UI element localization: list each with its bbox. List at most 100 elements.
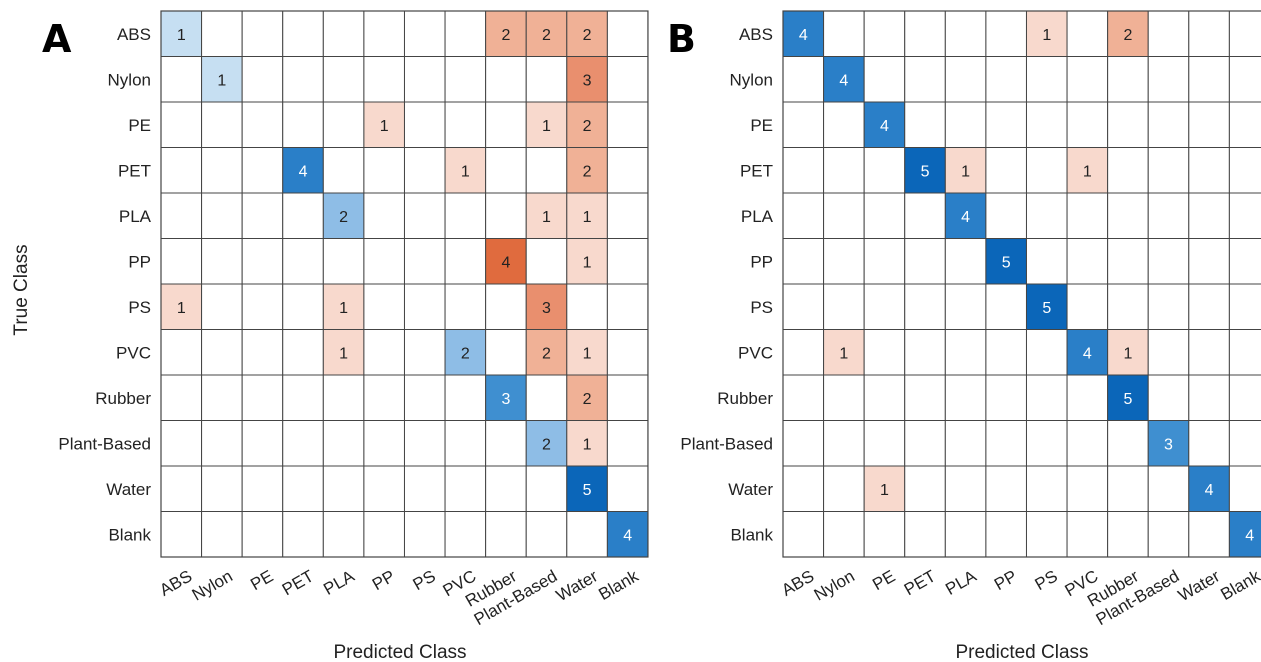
heatmap-cell	[863, 10, 906, 57]
heatmap-cell	[403, 329, 446, 376]
heatmap-cell	[282, 192, 324, 239]
heatmap-cell	[322, 10, 365, 57]
heatmap-cell	[1147, 56, 1190, 103]
heatmap-cell	[485, 329, 527, 376]
y-tick-label: PVC	[116, 343, 151, 362]
heatmap-cell	[1228, 147, 1261, 194]
y-tick-label: PLA	[741, 207, 774, 226]
heatmap-cell	[863, 511, 906, 558]
heatmap-cell	[1107, 192, 1149, 239]
heatmap-cell	[944, 283, 987, 330]
heatmap-cell	[322, 238, 365, 285]
heatmap-border	[782, 10, 1261, 558]
cell-value-label: 4	[1245, 527, 1254, 544]
heatmap-cell	[1025, 283, 1068, 330]
heatmap-cell	[1228, 56, 1261, 103]
x-tick-label: PLA	[942, 566, 980, 599]
y-tick-label: Blank	[108, 525, 151, 544]
heatmap-cell	[363, 192, 405, 239]
heatmap-cell	[863, 101, 906, 148]
cell-value-label: 1	[339, 300, 348, 317]
cell-value-label: 3	[1164, 436, 1173, 453]
cell-value-label: 2	[1123, 27, 1132, 44]
heatmap-cell	[904, 101, 946, 148]
heatmap-cell	[444, 101, 487, 148]
heatmap-cell	[403, 374, 446, 421]
heatmap-cell	[160, 329, 203, 376]
panel-a-cells: 1 2 2 2 1 3 1 1 2 4 1 2 2 1 1 4 1 1 1 3 1 2 2 1 3 2 2 1 5 4	[160, 10, 649, 558]
heatmap-cell	[606, 192, 649, 239]
heatmap-cell	[566, 238, 608, 285]
heatmap-cell	[1066, 10, 1109, 57]
cell-value-label: 4	[1083, 345, 1092, 362]
heatmap-cell	[782, 374, 825, 421]
heatmap-cell	[1188, 101, 1230, 148]
heatmap-cell	[403, 283, 446, 330]
cell-value-label: 2	[501, 27, 510, 44]
heatmap-cell	[1147, 329, 1190, 376]
heatmap-cell	[944, 329, 987, 376]
heatmap-cell	[1188, 465, 1230, 512]
heatmap-cell	[863, 374, 906, 421]
heatmap-cell	[485, 10, 527, 57]
heatmap-cell	[1025, 329, 1068, 376]
cell-value-label: 2	[542, 27, 551, 44]
heatmap-cell	[525, 511, 568, 558]
heatmap-cell	[1066, 283, 1109, 330]
heatmap-cell	[282, 420, 324, 467]
heatmap-cell	[322, 329, 365, 376]
heatmap-cell	[403, 465, 446, 512]
heatmap-cell	[823, 329, 865, 376]
heatmap-cell	[904, 10, 946, 57]
heatmap-cell	[1066, 56, 1109, 103]
heatmap-cell	[1188, 147, 1230, 194]
cell-value-label: 2	[583, 118, 592, 135]
heatmap-cell	[782, 56, 825, 103]
y-tick-label: PE	[128, 116, 151, 135]
heatmap-cell	[1147, 238, 1190, 285]
heatmap-cell	[160, 10, 203, 57]
y-tick-label: PP	[750, 252, 773, 271]
heatmap-cell	[485, 511, 527, 558]
heatmap-cell	[1107, 56, 1149, 103]
panel-a-letter: A	[42, 17, 72, 61]
heatmap-cell	[1066, 420, 1109, 467]
heatmap-cell	[322, 511, 365, 558]
heatmap-cell	[606, 56, 649, 103]
heatmap-cell	[782, 192, 825, 239]
heatmap-cell	[241, 374, 284, 421]
y-tick-label: PS	[750, 298, 773, 317]
cell-value-label: 3	[542, 300, 551, 317]
heatmap-cell	[1147, 192, 1190, 239]
heatmap-cell	[282, 56, 324, 103]
heatmap-cell	[606, 465, 649, 512]
heatmap-cell	[444, 511, 487, 558]
heatmap-cell	[241, 465, 284, 512]
heatmap-cell	[282, 374, 324, 421]
heatmap-cell	[444, 56, 487, 103]
heatmap-cell	[444, 192, 487, 239]
cell-value-label: 3	[583, 72, 592, 89]
heatmap-cell	[282, 511, 324, 558]
heatmap-cell	[985, 283, 1027, 330]
heatmap-cell	[823, 101, 865, 148]
heatmap-cell	[525, 101, 568, 148]
x-tick-label: Blank	[1217, 566, 1261, 604]
cell-value-label: 2	[339, 209, 348, 226]
cell-value-label: 4	[961, 209, 970, 226]
heatmap-cell	[904, 238, 946, 285]
heatmap-cell	[485, 420, 527, 467]
cell-value-label: 1	[1123, 345, 1132, 362]
heatmap-cell	[363, 56, 405, 103]
heatmap-cell	[241, 283, 284, 330]
heatmap-cell	[863, 420, 906, 467]
heatmap-cell	[606, 329, 649, 376]
heatmap-cell	[160, 101, 203, 148]
heatmap-cell	[322, 283, 365, 330]
heatmap-cell	[525, 56, 568, 103]
heatmap-cell	[606, 10, 649, 57]
heatmap-cell	[944, 10, 987, 57]
heatmap-cell	[282, 283, 324, 330]
heatmap-cell	[322, 56, 365, 103]
